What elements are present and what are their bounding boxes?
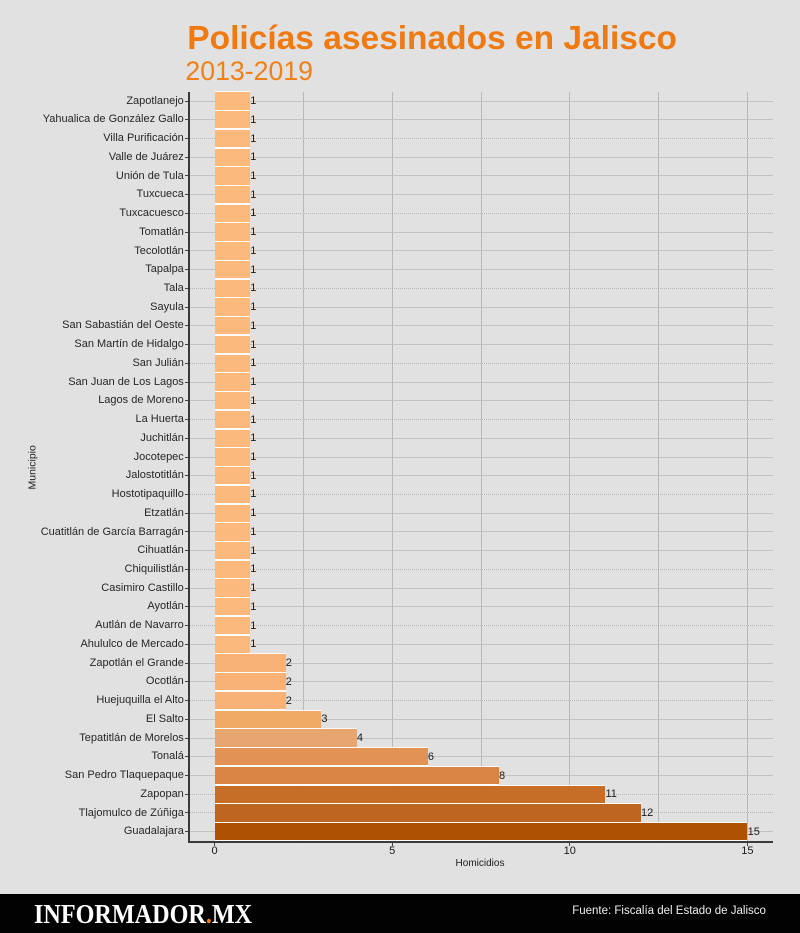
svg-text:Municipio: Municipio [27,445,39,490]
